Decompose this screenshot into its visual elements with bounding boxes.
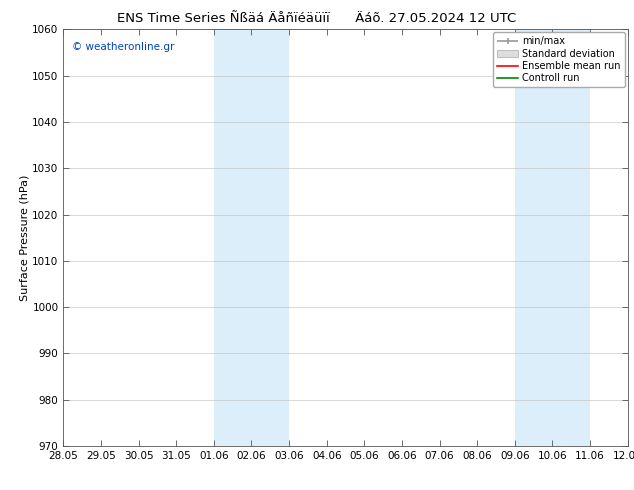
- Bar: [515, 29, 590, 446]
- Bar: [214, 29, 289, 446]
- Text: © weatheronline.gr: © weatheronline.gr: [72, 42, 174, 52]
- Legend: min/max, Standard deviation, Ensemble mean run, Controll run: min/max, Standard deviation, Ensemble me…: [493, 32, 624, 87]
- Y-axis label: Surface Pressure (hPa): Surface Pressure (hPa): [20, 174, 30, 301]
- Text: ENS Time Series Ñßäá Äåñïéäüïï      Äáõ. 27.05.2024 12 UTC: ENS Time Series Ñßäá Äåñïéäüïï Äáõ. 27.0…: [117, 12, 517, 25]
